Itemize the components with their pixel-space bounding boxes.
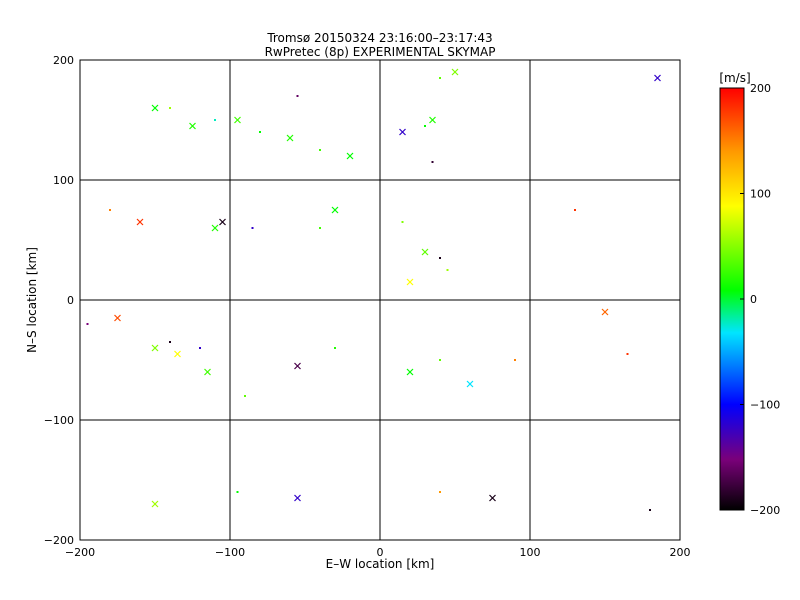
y-tick-label: 0 <box>67 294 74 307</box>
data-point-dot <box>626 353 629 355</box>
data-point-x <box>399 128 406 136</box>
data-point-dot <box>319 149 321 151</box>
x-axis-label: E–W location [km] <box>326 557 435 571</box>
data-point-x <box>204 368 211 376</box>
data-point-dot <box>169 107 171 109</box>
data-point-x <box>654 74 661 82</box>
y-tick-label: 100 <box>53 174 74 187</box>
colorbar-tick-label: 200 <box>750 82 771 95</box>
data-point-dot <box>244 395 246 397</box>
data-point-x <box>451 68 459 76</box>
x-ticks: −200 −100 0 100 200 <box>65 60 691 559</box>
colorbar-tick-label: −100 <box>750 399 780 412</box>
data-point-x <box>211 224 219 232</box>
data-point-x <box>114 314 121 322</box>
data-point-dot <box>446 269 449 271</box>
data-point-x <box>151 104 159 112</box>
data-point-x <box>294 494 301 502</box>
data-point-dot <box>236 491 239 493</box>
data-point-x <box>429 116 436 124</box>
y-tick-label: −200 <box>44 534 74 547</box>
data-point-x <box>601 308 609 316</box>
data-point-x <box>346 152 354 160</box>
data-point-x <box>189 122 196 130</box>
data-point-x <box>234 116 241 124</box>
data-point-dot <box>439 77 441 79</box>
data-point-dot <box>401 221 404 223</box>
data-point-dot <box>514 359 516 361</box>
colorbar-tick-label: 100 <box>750 188 771 201</box>
data-point-x <box>331 206 339 214</box>
grid-lines <box>80 60 680 540</box>
data-point-x <box>294 362 301 370</box>
y-axis-label: N–S location [km] <box>25 247 39 353</box>
data-points <box>86 68 661 511</box>
data-point-dot <box>649 509 651 511</box>
data-point-dot <box>199 347 201 349</box>
data-point-dot <box>169 341 171 343</box>
data-point-dot <box>214 119 216 121</box>
y-tick-label: 200 <box>53 54 74 67</box>
data-point-x <box>406 278 414 286</box>
data-point-dot <box>86 323 89 325</box>
data-point-x <box>466 380 474 388</box>
data-point-x <box>136 218 144 226</box>
data-point-dot <box>439 491 441 493</box>
y-tick-label: −100 <box>44 414 74 427</box>
data-point-dot <box>259 131 261 133</box>
data-point-dot <box>251 227 254 229</box>
y-ticks: −200 −100 0 100 200 <box>44 54 680 547</box>
data-point-dot <box>431 161 434 163</box>
data-point-x <box>151 500 159 508</box>
data-point-x <box>406 368 414 376</box>
data-point-dot <box>296 95 299 97</box>
colorbar-tick-label: −200 <box>750 504 780 517</box>
colorbar-unit: [m/s] <box>719 71 750 85</box>
x-tick-label: 0 <box>377 546 384 559</box>
data-point-dot <box>574 209 576 211</box>
data-point-dot <box>319 227 321 229</box>
colorbar-tick-label: 0 <box>750 293 757 306</box>
plot-area: −200 −100 0 100 200 −200 −100 0 100 200 <box>44 54 691 559</box>
colorbar-ticks: 200 100 0 −100 −200 <box>740 82 780 517</box>
data-point-dot <box>439 257 441 259</box>
data-point-x <box>219 218 226 226</box>
x-tick-label: −200 <box>65 546 95 559</box>
data-point-dot <box>334 347 336 349</box>
data-point-x <box>151 344 159 352</box>
data-point-dot <box>439 359 441 361</box>
x-tick-label: 200 <box>670 546 691 559</box>
data-point-x <box>489 494 496 502</box>
x-tick-label: −100 <box>215 546 245 559</box>
data-point-x <box>174 350 181 358</box>
data-point-dot <box>109 209 111 211</box>
x-tick-label: 100 <box>520 546 541 559</box>
data-point-x <box>286 134 294 142</box>
data-point-x <box>421 248 429 256</box>
data-point-dot <box>424 125 426 127</box>
chart-subtitle: RwPretec (8p) EXPERIMENTAL SKYMAP <box>265 45 496 59</box>
chart-title: Tromsø 20150324 23:16:00–23:17:43 <box>266 31 492 45</box>
